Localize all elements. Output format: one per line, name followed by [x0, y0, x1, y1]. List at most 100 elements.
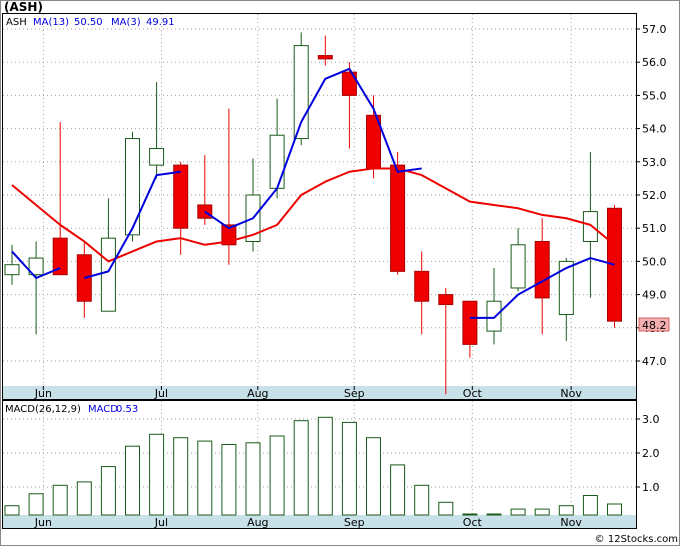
- ma3-line: [84, 170, 181, 279]
- macd-legend-label: MACD(26,12,9): [5, 404, 81, 415]
- candle: [125, 131, 140, 242]
- candle: [293, 32, 309, 146]
- price-x-axis: Jun Jul Aug Sep Oct Nov: [34, 386, 582, 400]
- macd-legend-name: MACD: [88, 404, 118, 415]
- legend-ma3-label: MA(3): [111, 17, 141, 28]
- price-ytick-label: 47.0: [642, 355, 667, 368]
- candle-body-up: [558, 260, 574, 316]
- price-xtick-label: Nov: [560, 387, 582, 400]
- price-xtick-label: Oct: [463, 387, 483, 400]
- candle-body-down: [438, 294, 454, 306]
- macd-bar: [390, 464, 406, 516]
- macd-bar: [76, 481, 92, 516]
- macd-bar: [607, 503, 622, 516]
- price-xtick-label: Sep: [344, 387, 365, 400]
- price-ytick-label: 49.0: [642, 289, 667, 302]
- macd-bar: [173, 437, 189, 516]
- chart-title: (ASH): [4, 0, 43, 14]
- macd-bar: [582, 495, 598, 516]
- candle-body-down: [317, 55, 333, 60]
- candle-body-down: [173, 164, 189, 229]
- price-ytick-label: 57.0: [642, 23, 667, 36]
- macd-y-axis: 3.0 2.0 1.0: [636, 413, 660, 494]
- macd-bars: [4, 416, 622, 516]
- last-price-tag: 48.2: [638, 317, 670, 332]
- legend-ma13-label: MA(13): [33, 17, 69, 28]
- candle-body-up: [100, 237, 116, 312]
- macd-bar: [269, 435, 285, 516]
- macd-bar: [221, 444, 237, 516]
- candle-body-up: [510, 244, 526, 289]
- macd-bar: [414, 484, 430, 516]
- legend-ticker: ASH: [6, 17, 27, 28]
- price-ytick-label: 56.0: [642, 56, 667, 69]
- footer-credit: © 12Stocks.com: [595, 534, 678, 545]
- candle-body-up: [269, 134, 285, 189]
- macd-bar: [28, 493, 44, 516]
- candle-body-up: [149, 148, 165, 166]
- macd-bar: [534, 508, 550, 516]
- ma13-line: [11, 167, 616, 263]
- last-price-label: 48.2: [642, 319, 667, 332]
- price-ytick-label: 50.0: [642, 255, 667, 268]
- price-ytick-label: 53.0: [642, 156, 667, 169]
- macd-bar: [438, 501, 454, 516]
- macd-xtick-label: Jul: [154, 516, 168, 529]
- ma3-line: [469, 257, 615, 319]
- ma3-line: [204, 67, 422, 230]
- macd-bar: [558, 505, 574, 516]
- candle-body-up: [4, 264, 20, 276]
- candle-body-down: [414, 270, 430, 302]
- price-ytick-label: 55.0: [642, 89, 667, 102]
- macd-bar: [366, 437, 381, 516]
- price-plot-area: [2, 13, 637, 400]
- price-xtick-label: Aug: [247, 387, 268, 400]
- macd-xtick-label: Oct: [463, 516, 483, 529]
- macd-bar: [293, 420, 309, 516]
- candle: [149, 82, 165, 179]
- candle: [414, 251, 430, 335]
- candle-body-down: [462, 300, 478, 345]
- macd-xtick-label: Jun: [34, 516, 52, 529]
- price-legend: ASH MA(13) 50.50 MA(3) 49.91: [6, 17, 175, 28]
- macd-bar: [341, 421, 357, 516]
- legend-ma13-value: 50.50: [74, 17, 103, 28]
- macd-xtick-label: Sep: [344, 516, 365, 529]
- candle: [462, 300, 478, 358]
- macd-panel: 3.0 2.0 1.0 Jun Jul Aug Sep Oct Nov MACD(26,12,…: [2, 400, 660, 529]
- candle: [28, 241, 44, 335]
- macd-axis-band: [3, 515, 636, 528]
- candle: [486, 268, 502, 345]
- macd-ytick-label: 1.0: [642, 481, 660, 494]
- candle: [173, 161, 189, 255]
- price-panel: 57.056.055.054.053.052.051.050.049.048.0…: [2, 13, 670, 400]
- moving-average-lines: [11, 67, 616, 319]
- candles: [4, 32, 622, 395]
- macd-ytick-label: 2.0: [642, 447, 660, 460]
- price-ytick-label: 54.0: [642, 123, 667, 136]
- macd-xtick-label: Nov: [560, 516, 582, 529]
- candle: [317, 35, 333, 66]
- macd-bar: [197, 440, 213, 516]
- candle-body-down: [534, 240, 550, 299]
- ma3-line: [11, 250, 61, 279]
- price-ytick-label: 51.0: [642, 222, 667, 235]
- macd-bar: [4, 505, 20, 516]
- legend-ma3-value: 49.91: [146, 17, 175, 28]
- price-axis-band: [3, 386, 636, 399]
- macd-legend: MACD(26,12,9) MACD 0.53: [5, 404, 138, 415]
- macd-ytick-label: 3.0: [642, 413, 660, 426]
- last-price-bg: [638, 317, 670, 332]
- macd-bar: [462, 513, 478, 516]
- macd-bar: [245, 442, 261, 516]
- candle-body-up: [125, 138, 140, 236]
- candle-body-up: [28, 257, 44, 276]
- candle: [607, 204, 622, 328]
- candle-body-down: [390, 164, 406, 272]
- macd-bar: [510, 508, 526, 516]
- candle: [269, 98, 285, 199]
- candle: [52, 121, 68, 276]
- macd-legend-value: 0.53: [116, 404, 138, 415]
- macd-bar: [52, 484, 68, 516]
